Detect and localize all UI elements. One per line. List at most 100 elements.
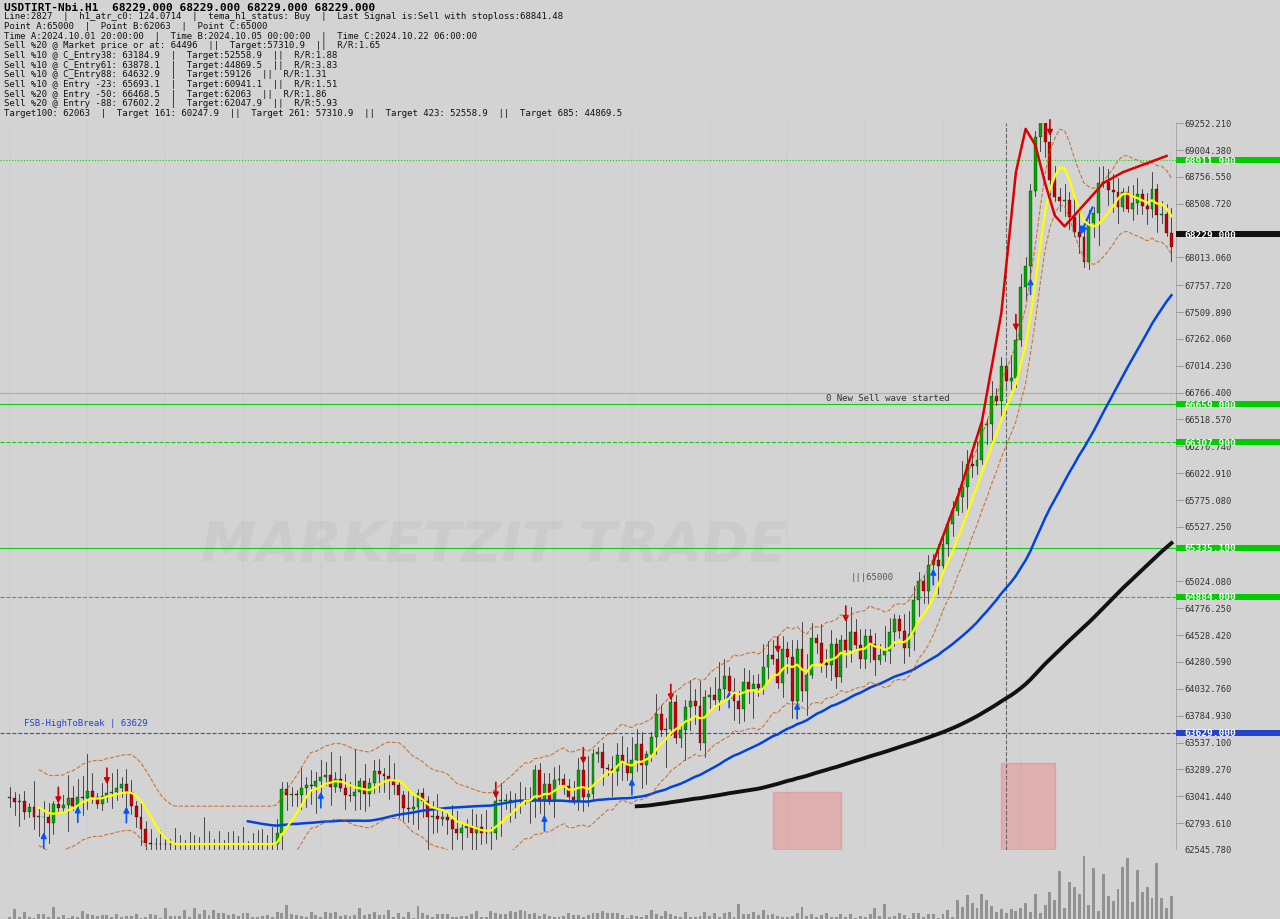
Bar	[456, 829, 458, 834]
Bar	[1097, 184, 1100, 214]
Bar	[859, 645, 861, 659]
Bar	[829, 917, 833, 919]
Bar	[489, 912, 493, 919]
Bar	[991, 906, 993, 919]
Bar	[440, 817, 444, 820]
Bar	[1176, 158, 1280, 164]
Bar	[426, 801, 429, 817]
Bar	[611, 913, 614, 919]
Bar	[397, 913, 401, 919]
Bar	[664, 911, 667, 919]
Bar	[159, 918, 161, 919]
Bar	[742, 682, 745, 709]
Bar	[372, 771, 376, 783]
Bar	[650, 910, 653, 919]
Bar	[120, 917, 123, 919]
Bar	[893, 619, 896, 632]
Bar	[815, 638, 818, 643]
Bar	[407, 912, 410, 919]
Bar	[791, 915, 794, 919]
Bar	[300, 789, 303, 795]
Bar	[193, 908, 196, 919]
Bar	[67, 798, 69, 805]
Bar	[631, 761, 634, 773]
Bar	[640, 744, 643, 766]
Bar	[227, 915, 230, 919]
Bar	[942, 914, 945, 919]
Bar	[908, 918, 910, 919]
Bar	[773, 792, 841, 850]
Bar	[708, 916, 712, 919]
Text: Time A:2024.10.01 20:00:00  |  Time B:2024.10.05 00:00:00  |  Time C:2024.10.22 : Time A:2024.10.01 20:00:00 | Time B:2024…	[4, 31, 477, 40]
Text: 68756.550: 68756.550	[1184, 173, 1231, 182]
Bar	[461, 828, 463, 834]
Bar	[134, 914, 137, 919]
Bar	[567, 786, 570, 798]
Bar	[412, 918, 415, 919]
Bar	[591, 754, 594, 794]
Bar	[1146, 888, 1148, 919]
Bar	[499, 914, 502, 919]
Bar	[820, 915, 823, 919]
Text: Sell %10 @ C_Entry38: 63184.9  |  Target:52558.9  ||  R/R:1.88: Sell %10 @ C_Entry38: 63184.9 | Target:5…	[4, 51, 337, 60]
Bar	[883, 651, 886, 655]
Bar	[1010, 379, 1012, 381]
Bar	[616, 913, 618, 919]
Bar	[310, 912, 312, 919]
Bar	[305, 786, 307, 789]
Bar	[261, 916, 264, 919]
Bar	[388, 911, 390, 919]
Bar	[1156, 863, 1158, 919]
Bar	[421, 913, 425, 919]
Bar	[824, 913, 828, 919]
Bar	[626, 763, 628, 773]
Bar	[329, 913, 332, 919]
Text: 63041.440: 63041.440	[1184, 792, 1231, 801]
Bar	[32, 917, 36, 919]
Bar	[1156, 190, 1158, 215]
Bar	[762, 910, 764, 919]
Bar	[421, 793, 425, 801]
Bar	[849, 914, 852, 919]
Bar	[1078, 233, 1080, 237]
Bar	[115, 788, 118, 792]
Bar	[480, 827, 483, 834]
Bar	[824, 663, 828, 665]
Bar	[908, 634, 910, 649]
Text: |||65000: |||65000	[851, 572, 893, 581]
Bar	[364, 915, 366, 919]
Bar	[635, 915, 639, 919]
Bar	[67, 918, 69, 919]
Bar	[61, 914, 65, 919]
Bar	[1126, 858, 1129, 919]
Bar	[315, 915, 317, 919]
Bar	[56, 804, 60, 808]
Bar	[465, 916, 468, 919]
Bar	[91, 915, 93, 919]
Bar	[101, 796, 104, 804]
Bar	[367, 914, 371, 919]
Text: 62545.780: 62545.780	[1184, 845, 1231, 855]
Bar	[602, 912, 604, 919]
Bar	[776, 659, 780, 683]
Bar	[897, 913, 901, 919]
Text: USDTIRT-Nbi.H1  68229.000 68229.000 68229.000 68229.000: USDTIRT-Nbi.H1 68229.000 68229.000 68229…	[4, 3, 375, 13]
Bar	[1064, 908, 1066, 919]
Bar	[699, 707, 701, 743]
Bar	[348, 915, 352, 919]
Bar	[509, 911, 512, 919]
Bar	[436, 913, 439, 919]
Bar	[1151, 190, 1153, 210]
Bar	[659, 916, 663, 919]
Bar	[655, 714, 658, 737]
Bar	[52, 804, 55, 823]
Bar	[748, 682, 750, 689]
Bar	[494, 913, 497, 919]
Bar	[150, 843, 152, 845]
Bar	[607, 913, 609, 919]
Bar	[1034, 138, 1037, 192]
Bar	[1000, 367, 1002, 402]
Bar	[1039, 913, 1042, 919]
Bar	[1043, 123, 1047, 142]
Text: 63629.000: 63629.000	[1184, 729, 1236, 737]
